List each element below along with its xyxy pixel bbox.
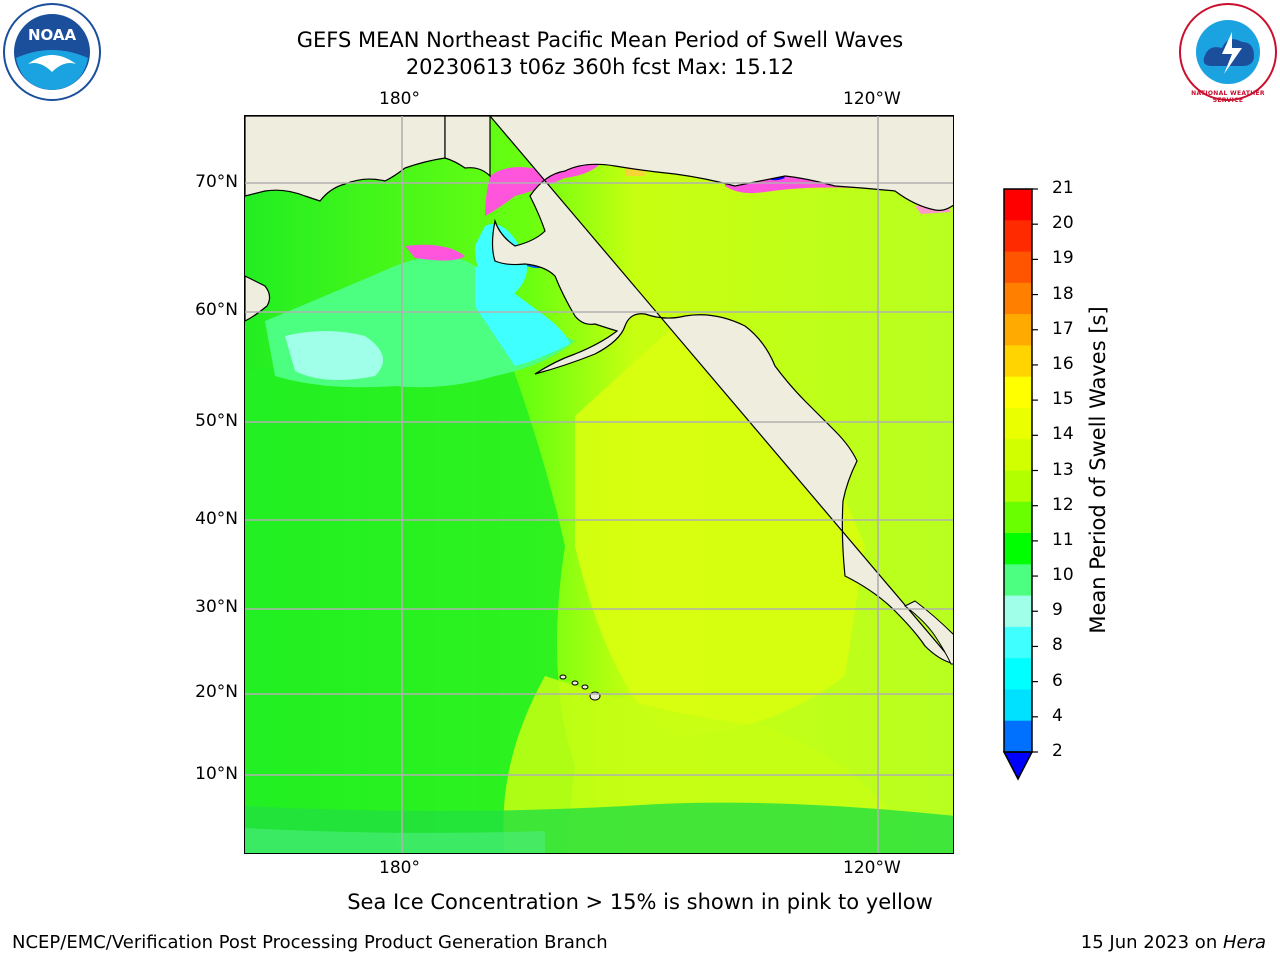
colorbar-swatch xyxy=(1004,658,1032,690)
land-baja xyxy=(904,600,953,665)
norton-sound-zone xyxy=(475,224,527,306)
colorbar-tick-label: 21 xyxy=(1052,178,1074,198)
land-siberia xyxy=(245,116,446,202)
colorbar-tick-label: 14 xyxy=(1052,424,1074,445)
noaa-logo: NOAA xyxy=(2,2,102,106)
colorbar-swatch xyxy=(1004,470,1032,503)
colorbar-tick-label: 15 xyxy=(1052,389,1074,410)
colorbar-tick-label: 13 xyxy=(1052,459,1074,480)
noaa-logo-icon xyxy=(3,3,101,101)
colorbar-tick-label: 10 xyxy=(1052,565,1074,586)
land-chukotka xyxy=(444,116,491,178)
ocean-south-teal xyxy=(245,828,545,853)
colorbar-tick-label: 18 xyxy=(1052,283,1074,304)
colorbar-tick-label: 9 xyxy=(1052,600,1063,621)
lat-label-20n: 20°N xyxy=(195,682,238,702)
sea-ice-note: Sea Ice Concentration > 15% is shown in … xyxy=(347,890,933,914)
colorbar-tick-label: 8 xyxy=(1052,635,1063,656)
map-panel xyxy=(244,115,954,854)
colorbar xyxy=(1002,188,1038,781)
colorbar-swatch xyxy=(1004,376,1032,409)
swell-period-map xyxy=(245,116,953,853)
footer-credit: NCEP/EMC/Verification Post Processing Pr… xyxy=(12,932,608,953)
colorbar-swatch xyxy=(1004,720,1032,753)
colorbar-swatch xyxy=(1004,689,1032,722)
footer-date: 15 Jun 2023 on Hera xyxy=(1081,932,1266,953)
colorbar-swatch xyxy=(1004,189,1032,221)
noaa-logo-text: NOAA xyxy=(27,26,77,44)
lat-label-10n: 10°N xyxy=(195,764,238,784)
chart-subtitle: 20230613 t06z 360h fcst Max: 15.12 xyxy=(405,55,795,79)
bottom-lon-label-180: 180° xyxy=(379,858,420,878)
colorbar-swatch xyxy=(1004,501,1032,534)
colorbar-swatch xyxy=(1004,407,1032,440)
colorbar-tick-label: 16 xyxy=(1052,353,1074,374)
land-north-america xyxy=(489,116,953,665)
sea-ice-chukchi xyxy=(485,158,605,216)
top-lon-label-120w: 120°W xyxy=(843,89,901,109)
colorbar-swatch xyxy=(1004,314,1032,346)
lat-label-50n: 50°N xyxy=(195,411,238,431)
sea-ice-bering xyxy=(405,244,465,261)
colorbar-tick-label: 12 xyxy=(1052,494,1074,515)
land-kamchatka xyxy=(245,275,271,322)
bering-sea-cyan xyxy=(285,331,383,380)
colorbar-swatch xyxy=(1004,439,1032,471)
colorbar-swatch xyxy=(1004,533,1032,565)
colorbar-tick-label: 2 xyxy=(1052,741,1063,761)
colorbar-swatch xyxy=(1004,564,1032,597)
lat-label-30n: 30°N xyxy=(195,597,238,617)
lat-label-70n: 70°N xyxy=(195,172,238,192)
colorbar-swatch xyxy=(1004,345,1032,378)
nws-logo: NATIONAL WEATHER SERVICE xyxy=(1178,2,1278,106)
footer-host: Hera xyxy=(1222,932,1266,953)
colorbar-swatch xyxy=(1004,626,1032,659)
colorbar-tick-label: 11 xyxy=(1052,529,1074,550)
colorbar-swatch xyxy=(1004,595,1032,628)
chart-title: GEFS MEAN Northeast Pacific Mean Period … xyxy=(296,28,904,52)
colorbar-label: Mean Period of Swell Waves [s] xyxy=(1086,306,1110,634)
nws-logo-text: NATIONAL WEATHER SERVICE xyxy=(1191,90,1265,104)
graticule xyxy=(245,116,953,853)
top-lon-label-180: 180° xyxy=(379,89,420,109)
colorbar-swatch xyxy=(1004,282,1032,315)
nws-logo-icon xyxy=(1179,3,1277,101)
colorbar-tick-label: 19 xyxy=(1052,248,1074,269)
colorbar-tick-label: 20 xyxy=(1052,213,1074,234)
colorbar-extension xyxy=(1002,751,1034,781)
colorbar-swatch xyxy=(1004,220,1032,253)
colorbar-tick-label: 17 xyxy=(1052,318,1074,339)
ocean-green-zone xyxy=(245,346,575,853)
colorbar-swatch xyxy=(1004,251,1032,284)
footer-date-text: 15 Jun 2023 on xyxy=(1080,932,1223,953)
bottom-lon-label-120w: 120°W xyxy=(843,858,901,878)
lat-label-40n: 40°N xyxy=(195,509,238,529)
colorbar-tick-label: 4 xyxy=(1052,705,1063,726)
colorbar-tick-label: 6 xyxy=(1052,670,1063,691)
lat-label-60n: 60°N xyxy=(195,300,238,320)
